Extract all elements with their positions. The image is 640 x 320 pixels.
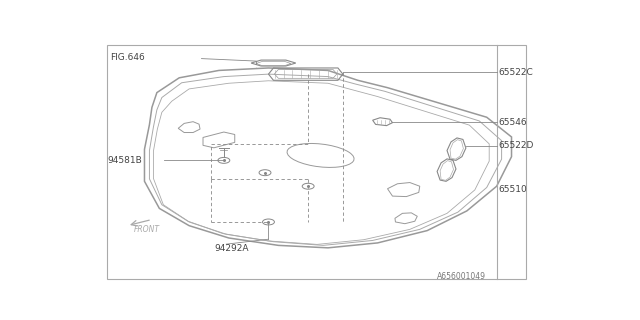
- Text: 65522C: 65522C: [498, 68, 533, 77]
- Text: 65510: 65510: [498, 185, 527, 195]
- Bar: [108, 44, 526, 279]
- Text: A656001049: A656001049: [437, 272, 486, 281]
- Text: 94581B: 94581B: [108, 156, 142, 165]
- Text: FIG.646: FIG.646: [110, 52, 145, 62]
- Text: 65522D: 65522D: [498, 141, 534, 150]
- Text: FRONT: FRONT: [134, 225, 159, 234]
- Text: 65546: 65546: [498, 118, 527, 127]
- Text: 94292A: 94292A: [214, 244, 248, 253]
